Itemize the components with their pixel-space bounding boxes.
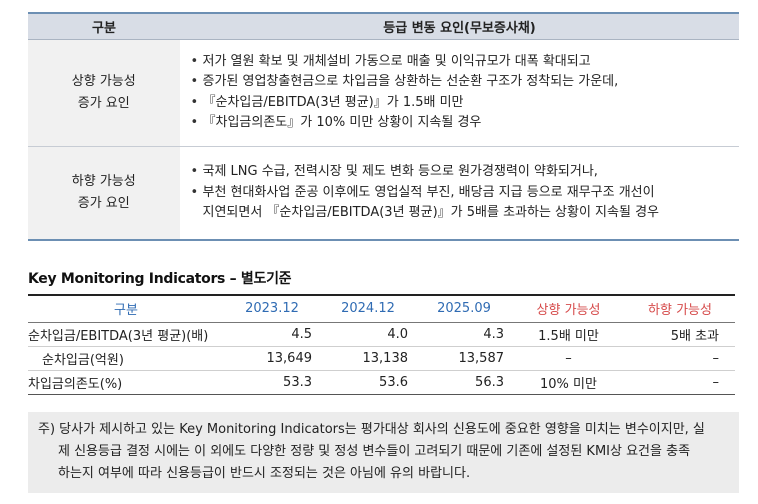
kmi-header-2023: 2023.12 [224, 295, 320, 323]
kmi-cell-downgrade: 5배 초과 [625, 322, 735, 347]
downgrade-factors: 국제 LNG 수급, 전력시장 및 제도 변화 등으로 원가경쟁력이 약화되거나… [180, 146, 739, 240]
downgrade-label: 하향 가능성 증가 요인 [28, 146, 181, 240]
footnote-box: 주) 당사가 제시하고 있는 Key Monitoring Indicators… [28, 412, 739, 493]
factor-header-category: 구분 [28, 13, 180, 40]
kmi-cell-2025: 56.3 [475, 374, 504, 390]
kmi-cell-upgrade: 10% 미만 [540, 376, 597, 392]
rating-factor-table: 구분 등급 변동 요인(무보증사채) 상향 가능성 증가 요인 저가 열원 확보… [28, 12, 739, 241]
kmi-title: Key Monitoring Indicators – 별도기준 [28, 271, 292, 287]
kmi-table: 구분 2023.12 2024.12 2025.09 상향 가능성 하향 가능성… [28, 294, 735, 395]
upgrade-label: 상향 가능성 증가 요인 [28, 39, 181, 147]
kmi-row-label: 순차입금/EBITDA(3년 평균)(배) [28, 322, 224, 347]
downgrade-bullet-line1: 부천 현대화사업 준공 이후에도 영업실적 부진, 배당금 지급 등으로 재무구… [202, 184, 655, 200]
kmi-header-downgrade: 하향 가능성 [625, 295, 735, 323]
upgrade-factor-row: 상향 가능성 증가 요인 저가 열원 확보 및 개체설비 가동으로 매출 및 이… [28, 39, 739, 147]
factor-header-factors: 등급 변동 요인(무보증사채) [180, 13, 739, 40]
downgrade-label-line2: 증가 요인 [77, 195, 130, 211]
kmi-cell-2023: 4.5 [224, 322, 320, 347]
footnote-line: 주) 당사가 제시하고 있는 Key Monitoring Indicators… [38, 422, 705, 437]
kmi-cell-downgrade: – [712, 374, 720, 390]
upgrade-factors: 저가 열원 확보 및 개체설비 가동으로 매출 및 이익규모가 대폭 확대되고 … [180, 39, 739, 147]
kmi-header-2025: 2025.09 [416, 295, 512, 323]
kmi-cell-2024: 4.0 [320, 322, 416, 347]
kmi-row-label: 차입금의존도(%) [28, 376, 123, 392]
kmi-cell-2025: 13,587 [416, 346, 512, 371]
upgrade-label-line1: 상향 가능성 [71, 73, 136, 89]
kmi-header-upgrade: 상향 가능성 [512, 295, 625, 323]
kmi-cell-2023: 13,649 [224, 346, 320, 371]
kmi-cell-2024: 53.6 [379, 374, 408, 390]
kmi-cell-upgrade: – [512, 346, 625, 371]
downgrade-bullet-list: 국제 LNG 수급, 전력시장 및 제도 변화 등으로 원가경쟁력이 약화되거나… [191, 162, 730, 224]
factor-table-header: 구분 등급 변동 요인(무보증사채) [28, 13, 739, 40]
upgrade-bullet-list: 저가 열원 확보 및 개체설비 가동으로 매출 및 이익규모가 대폭 확대되고 … [191, 52, 730, 134]
footnote-line: 하는지 여부에 따라 신용등급이 반드시 조정되는 것은 아님에 유의 바랍니다… [58, 466, 471, 481]
kmi-cell-downgrade: – [625, 346, 735, 371]
upgrade-bullet: 증가된 영업창출현금으로 차입금을 상환하는 선순환 구조가 정착되는 가운데, [191, 72, 730, 93]
upgrade-bullet: 『순차입금/EBITDA(3년 평균)』가 1.5배 미만 [191, 93, 730, 114]
kmi-header-2024: 2024.12 [320, 295, 416, 323]
downgrade-label-line1: 하향 가능성 [71, 173, 136, 189]
upgrade-bullet: 『차입금의존도』가 10% 미만 상황이 지속될 경우 [191, 113, 730, 134]
kmi-header-category: 구분 [28, 295, 224, 323]
downgrade-bullet: 국제 LNG 수급, 전력시장 및 제도 변화 등으로 원가경쟁력이 약화되거나… [191, 162, 730, 183]
kmi-header-row: 구분 2023.12 2024.12 2025.09 상향 가능성 하향 가능성 [28, 295, 735, 323]
upgrade-bullet: 저가 열원 확보 및 개체설비 가동으로 매출 및 이익규모가 대폭 확대되고 [191, 52, 730, 73]
table-row: 차입금의존도(%) 53.3 53.6 56.3 10% 미만 – [28, 370, 735, 394]
table-row: 순차입금(억원) 13,649 13,138 13,587 – – [28, 346, 735, 371]
kmi-cell-2025: 4.3 [416, 322, 512, 347]
kmi-cell-2023: 53.3 [283, 374, 312, 390]
kmi-cell-upgrade: 1.5배 미만 [512, 322, 625, 347]
downgrade-factor-row: 하향 가능성 증가 요인 국제 LNG 수급, 전력시장 및 제도 변화 등으로… [28, 146, 739, 240]
downgrade-bullet-line2: 지연되면서 『순차입금/EBITDA(3년 평균)』가 5배를 초과하는 상황이… [202, 205, 660, 220]
kmi-row-label: 순차입금(억원) [28, 346, 224, 371]
footnote-line: 제 신용등급 결정 시에는 이 외에도 다양한 정량 및 정성 변수들이 고려되… [58, 444, 691, 459]
kmi-cell-2024: 13,138 [320, 346, 416, 371]
upgrade-label-line2: 증가 요인 [77, 95, 130, 111]
downgrade-bullet: 부천 현대화사업 준공 이후에도 영업실적 부진, 배당금 지급 등으로 재무구… [191, 183, 730, 224]
table-row: 순차입금/EBITDA(3년 평균)(배) 4.5 4.0 4.3 1.5배 미… [28, 322, 735, 347]
